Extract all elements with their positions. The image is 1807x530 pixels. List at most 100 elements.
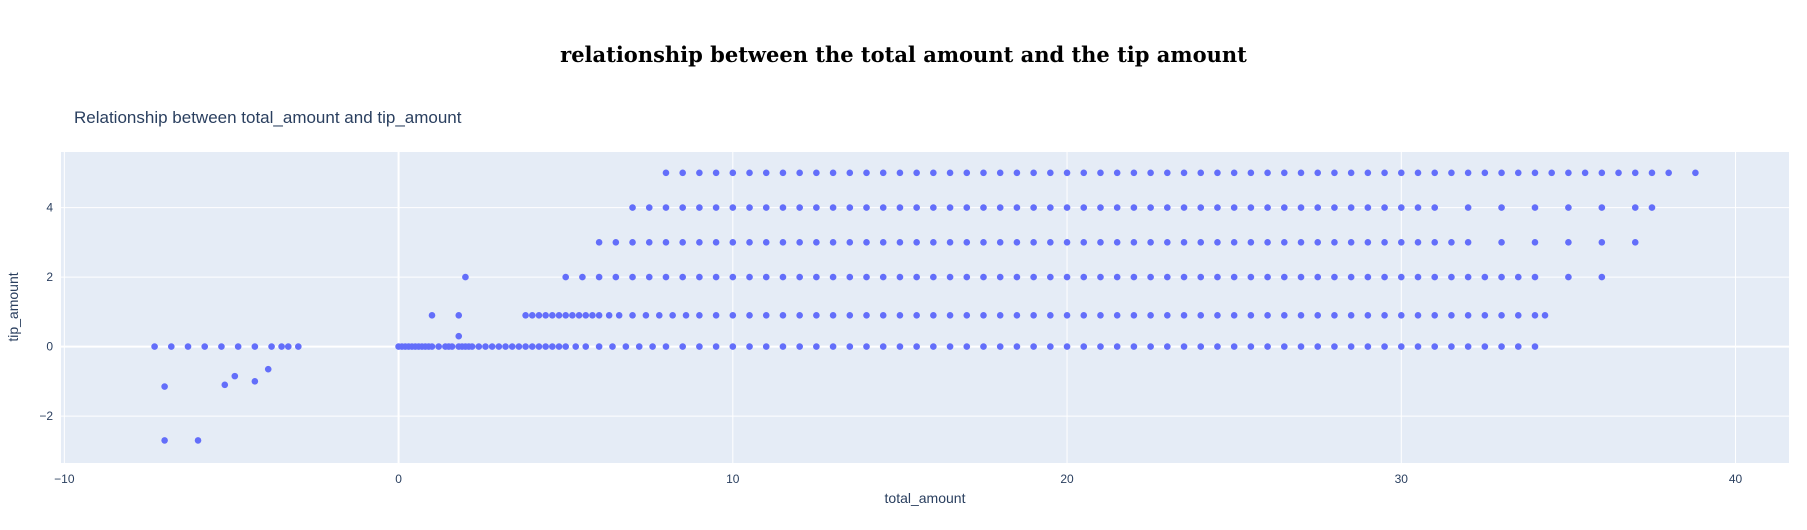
x-axis-ticks: −10 0 10 20 30 40: [54, 472, 1742, 486]
data-point: [1080, 343, 1088, 350]
data-point: [662, 169, 670, 177]
data-point: [746, 239, 753, 246]
y-tick-label: 2: [46, 270, 53, 284]
data-point: [428, 312, 436, 319]
data-point: [1498, 204, 1505, 211]
data-point: [829, 312, 837, 319]
data-point: [1147, 343, 1154, 350]
data-point: [980, 312, 987, 319]
data-point: [796, 239, 803, 246]
data-point: [1264, 343, 1271, 350]
data-point: [1464, 312, 1472, 319]
data-point: [1648, 204, 1656, 211]
data-point: [1431, 312, 1439, 319]
data-point: [1615, 169, 1622, 177]
data-point: [696, 273, 703, 281]
data-point: [655, 312, 663, 319]
data-point: [779, 312, 787, 319]
data-point: [930, 169, 937, 177]
data-point: [1080, 273, 1088, 281]
data-point: [435, 343, 442, 350]
data-point: [1197, 273, 1205, 281]
data-point: [930, 273, 937, 281]
data-point: [1297, 169, 1305, 177]
data-point: [913, 273, 920, 281]
data-point: [1431, 204, 1439, 211]
data-point: [980, 273, 987, 281]
data-point: [863, 312, 870, 319]
data-point: [1130, 312, 1138, 319]
data-point: [1565, 169, 1572, 177]
data-point: [1063, 343, 1071, 350]
data-point: [1180, 239, 1188, 246]
data-point: [796, 169, 803, 177]
data-point: [1448, 343, 1455, 350]
data-point: [1197, 343, 1205, 350]
data-point: [963, 273, 971, 281]
data-point: [1130, 273, 1138, 281]
data-point: [642, 312, 650, 319]
data-point: [1063, 169, 1071, 177]
data-point: [696, 204, 703, 211]
data-point: [1498, 169, 1505, 177]
y-axis-ticks: −2 0 2 4: [39, 201, 53, 423]
data-point: [167, 343, 175, 350]
x-tick-label: 40: [1729, 472, 1743, 486]
data-point: [1314, 273, 1322, 281]
data-point: [1297, 204, 1305, 211]
data-point: [1347, 239, 1355, 246]
data-point: [1397, 204, 1405, 211]
data-point: [1531, 312, 1539, 319]
data-point: [813, 312, 820, 319]
data-point: [1514, 169, 1522, 177]
data-point: [1464, 169, 1472, 177]
data-point: [1097, 204, 1104, 211]
data-point: [1047, 204, 1054, 211]
data-point: [1347, 343, 1355, 350]
data-point: [562, 273, 569, 281]
data-point: [1598, 204, 1606, 211]
x-tick-label: 10: [726, 472, 740, 486]
data-point: [1314, 204, 1322, 211]
data-point: [946, 343, 954, 350]
data-point: [542, 312, 549, 319]
y-axis-title: tip_amount: [5, 272, 21, 341]
data-point: [996, 169, 1004, 177]
data-point: [729, 204, 737, 211]
data-point: [980, 239, 987, 246]
data-point: [1431, 273, 1439, 281]
data-point: [1113, 204, 1121, 211]
data-point: [1347, 312, 1355, 319]
data-point: [1180, 169, 1188, 177]
data-point: [612, 239, 620, 246]
data-point: [468, 343, 476, 350]
data-point: [234, 343, 242, 350]
y-tick-label: −2: [39, 409, 53, 423]
data-point: [1514, 312, 1522, 319]
data-point: [712, 312, 720, 319]
data-point: [1397, 343, 1405, 350]
data-point: [1013, 312, 1021, 319]
data-point: [729, 273, 737, 281]
data-point: [863, 273, 870, 281]
x-tick-label: 0: [395, 472, 402, 486]
data-point: [879, 312, 887, 319]
data-point: [549, 343, 556, 350]
data-point: [1197, 239, 1205, 246]
data-point: [946, 239, 954, 246]
data-point: [930, 239, 937, 246]
data-point: [879, 343, 887, 350]
data-point: [1214, 312, 1221, 319]
data-point: [712, 204, 720, 211]
data-point: [1264, 239, 1271, 246]
data-point: [963, 343, 971, 350]
data-point: [1692, 169, 1699, 177]
data-point: [829, 239, 837, 246]
data-point: [1247, 239, 1255, 246]
data-point: [1063, 273, 1071, 281]
data-point: [1397, 312, 1405, 319]
data-point: [1013, 169, 1021, 177]
x-tick-label: 20: [1060, 472, 1074, 486]
data-point: [980, 343, 987, 350]
data-point: [515, 343, 523, 350]
